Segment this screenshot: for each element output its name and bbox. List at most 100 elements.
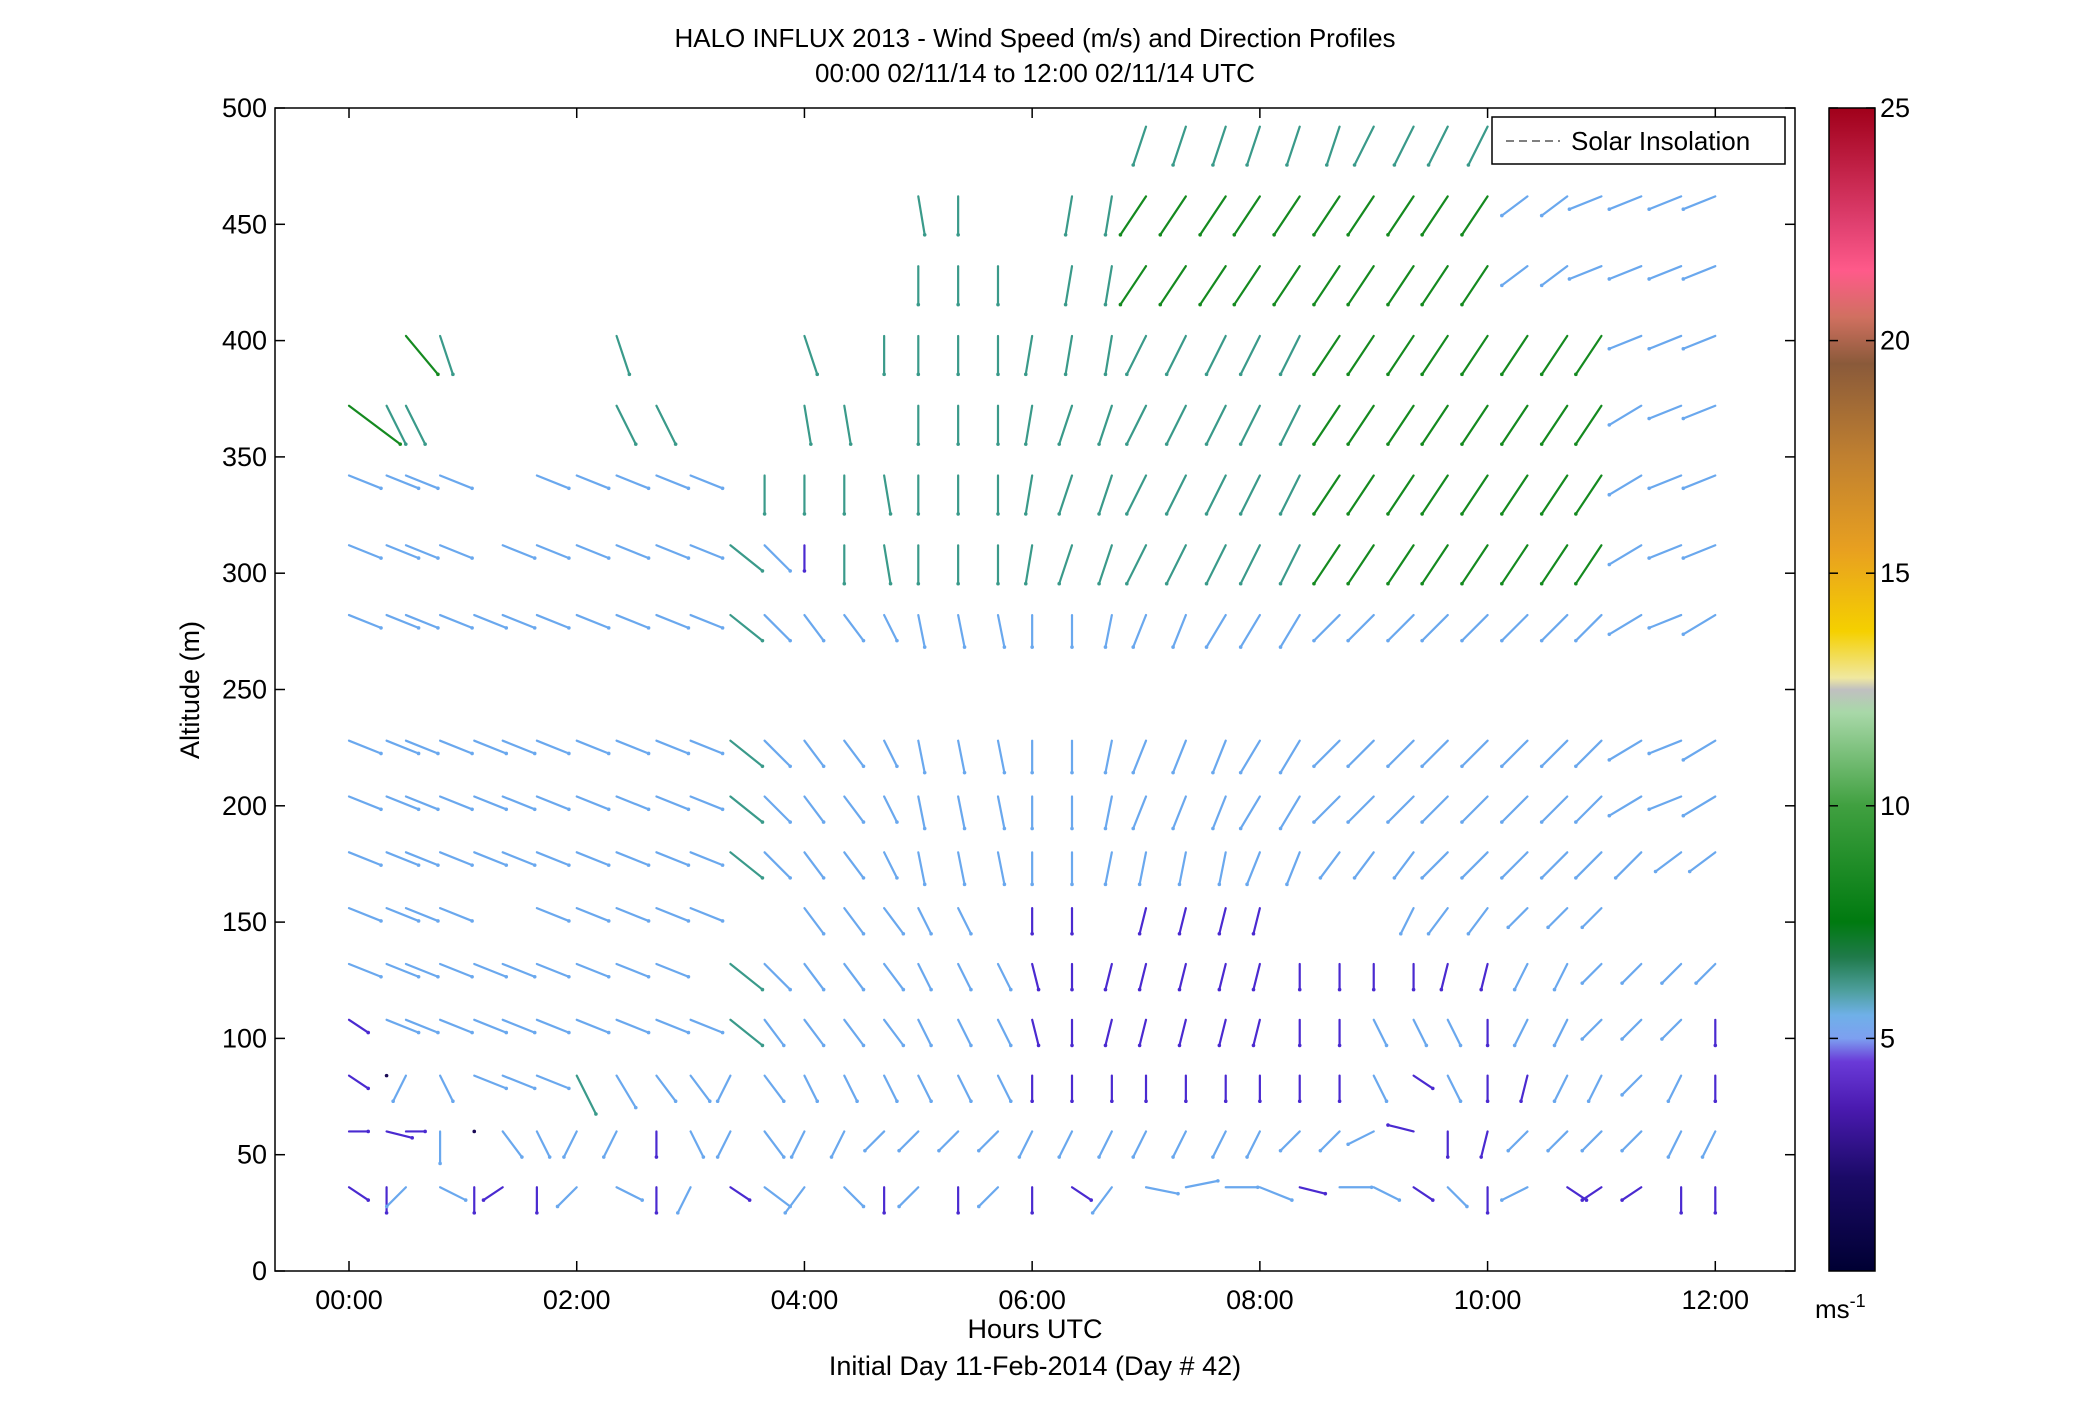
wind-vector-head [1539, 876, 1544, 880]
wind-vector-head [861, 931, 866, 936]
wind-vector-head [436, 626, 440, 630]
wind-vector [404, 795, 440, 811]
wind-vector-head [1694, 981, 1698, 985]
wind-vector-head [504, 1086, 509, 1091]
wind-vector [404, 544, 440, 560]
wind-vector [1682, 739, 1717, 761]
wind-vector [957, 907, 973, 935]
wind-vector [1574, 334, 1603, 376]
wind-vector [1386, 613, 1415, 642]
wind-vector-head [1369, 1185, 1374, 1190]
wind-vector [1233, 195, 1261, 236]
wind-vector [1540, 544, 1569, 585]
wind-vector [729, 739, 764, 768]
wind-vector-head [1420, 764, 1424, 769]
wind-vector-head [715, 1155, 720, 1159]
wind-vector-head [848, 442, 853, 446]
wind-vector [1386, 739, 1415, 768]
wind-vector [1460, 334, 1489, 376]
wind-vector-head [384, 1204, 389, 1209]
wind-vector [1540, 474, 1569, 516]
wind-vector [1500, 544, 1529, 585]
wind-vector-head [1238, 512, 1243, 516]
wind-vector-head [1070, 931, 1074, 936]
wind-vector [535, 544, 570, 560]
wind-vector [1500, 613, 1529, 642]
wind-vector-head [1097, 512, 1101, 516]
wind-vector [1325, 125, 1341, 167]
wind-vector [1682, 195, 1717, 211]
wind-vector [1694, 962, 1717, 985]
wind-vector [385, 795, 420, 811]
wind-vector-head [463, 1198, 468, 1202]
wind-vector [763, 795, 792, 824]
wind-vector-head [567, 1086, 571, 1091]
wind-vector-head [1653, 869, 1658, 874]
wind-vector [1199, 265, 1227, 306]
wind-vector-head [686, 807, 691, 812]
wind-vector-head [1460, 232, 1464, 237]
wind-vector [655, 907, 690, 923]
wind-vector-head [969, 1099, 973, 1104]
wind-vector-head [646, 556, 651, 560]
wind-vector [1460, 404, 1489, 446]
wind-vector [1058, 404, 1074, 446]
wind-vector [689, 613, 724, 629]
wind-vector-head [1386, 638, 1390, 643]
wind-vector-head [720, 807, 725, 812]
wind-vector-head [1458, 1099, 1463, 1104]
wind-vector-head [1679, 1211, 1683, 1215]
wind-vector-head [1660, 981, 1664, 985]
wind-vector-head [1184, 1099, 1188, 1104]
wind-vector [883, 851, 899, 880]
wind-vector-head [1466, 163, 1471, 167]
wind-vector-head [1103, 645, 1108, 649]
wind-vector [1347, 613, 1375, 642]
wind-vector-head [760, 569, 765, 573]
colorbar-tick-label: 5 [1880, 1023, 1895, 1053]
wind-vector-head [1384, 1099, 1389, 1104]
wind-vector-head [1506, 925, 1511, 930]
wind-vector-head [1539, 372, 1544, 377]
wind-vector-head [815, 1099, 820, 1104]
wind-vector [1574, 613, 1603, 642]
wind-vector-head [929, 931, 933, 936]
wind-vector [729, 544, 764, 572]
wind-vector [575, 851, 610, 867]
wind-vector [473, 1074, 508, 1090]
wind-vector-head [1552, 987, 1557, 992]
wind-vector [1171, 125, 1187, 167]
wind-vector-head [532, 556, 537, 560]
wind-vector-head [436, 486, 440, 491]
wind-vector-head [1647, 486, 1651, 491]
wind-vector-head [532, 807, 537, 812]
wind-vector [689, 1074, 711, 1103]
wind-vector-head [1137, 882, 1142, 887]
wind-vector-head [1539, 638, 1544, 643]
wind-vector-head [379, 556, 383, 560]
wind-vector-head [956, 302, 960, 307]
wind-vector-head [1607, 346, 1612, 351]
wind-vector-head [1164, 581, 1169, 586]
wind-vector [1608, 195, 1643, 211]
wind-vector-head [821, 638, 826, 643]
wind-vector [917, 795, 926, 830]
wind-vector [883, 474, 892, 516]
wind-vector-head [438, 1161, 442, 1166]
wind-vector [1125, 334, 1148, 376]
wind-vector-head [384, 1211, 389, 1215]
wind-vector [1353, 851, 1375, 880]
wind-vector [1058, 544, 1074, 585]
wind-vector [729, 962, 764, 991]
wind-vector [1648, 265, 1683, 281]
wind-vector-head [1211, 770, 1215, 775]
wind-vector [1218, 907, 1227, 935]
wind-vector-head [1647, 277, 1651, 281]
wind-vector-head [1198, 302, 1202, 307]
wind-vector [843, 1074, 859, 1103]
wind-vector-head [916, 372, 921, 377]
wind-vector-head [1030, 826, 1034, 831]
wind-vector [1500, 1186, 1529, 1202]
wind-vector-head [567, 807, 571, 812]
wind-vector-head [436, 863, 440, 867]
